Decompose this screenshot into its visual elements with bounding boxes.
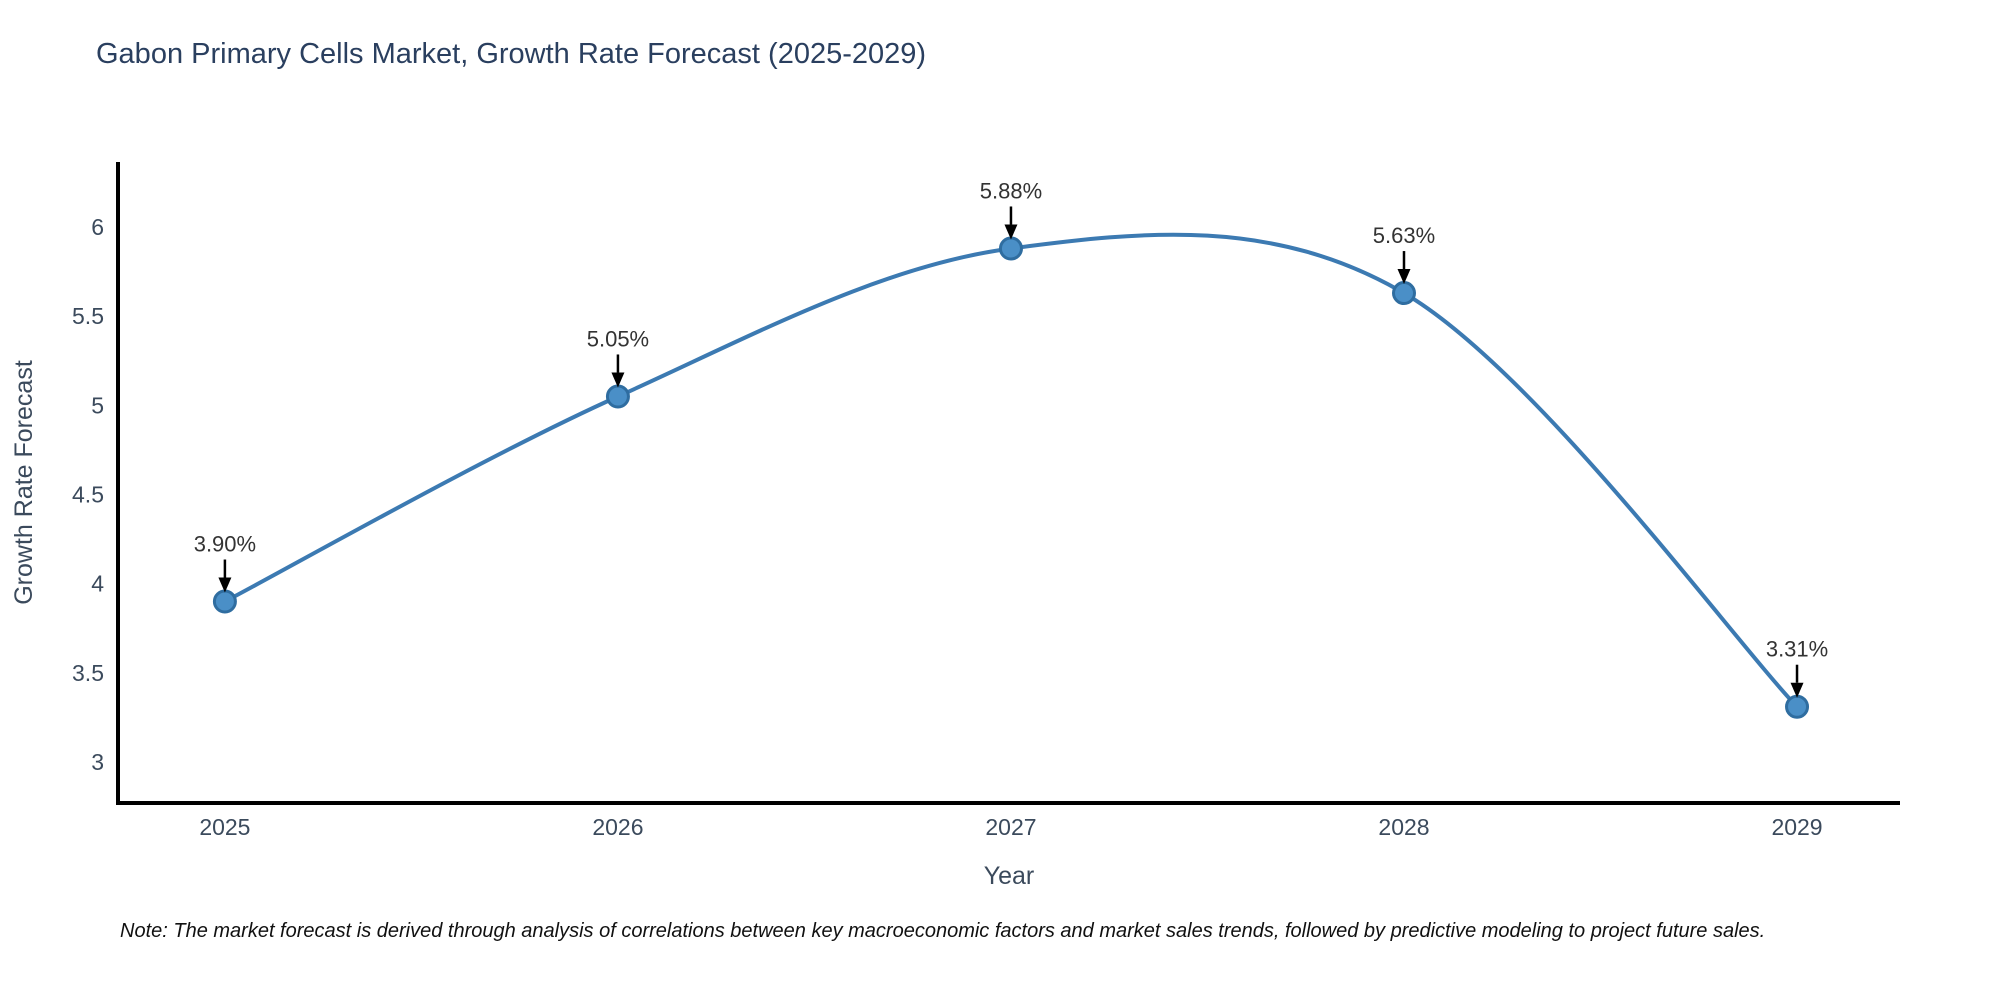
data-label-2025: 3.90% [194,532,256,557]
annotation-arrowhead-icon [611,372,625,388]
data-point-2027 [998,236,1023,261]
annotation-arrowhead-icon [1397,269,1411,285]
chart-title: Gabon Primary Cells Market, Growth Rate … [96,38,927,70]
y-axis-title: Growth Rate Forecast [10,360,38,605]
data-point-2028 [1391,281,1416,306]
annotation-arrowhead-icon [1004,224,1018,240]
x-tick-label: 2026 [592,814,643,840]
annotation-arrowhead-icon [218,577,232,593]
data-label-2029: 3.31% [1766,637,1828,662]
x-tick-label: 2025 [199,814,250,840]
y-tick-label: 3.5 [72,660,104,686]
data-label-2027: 5.88% [980,178,1042,203]
x-axis-title: Year [984,862,1035,890]
data-label-2028: 5.63% [1373,223,1435,248]
data-point-2029 [1785,694,1810,719]
y-tick-label: 4.5 [72,482,104,508]
forecast-spline-line [222,232,1799,709]
x-tick-label: 2027 [985,814,1036,840]
x-tick-label: 2028 [1378,814,1429,840]
y-tick-label: 4 [91,571,104,597]
y-tick-label: 5 [91,392,104,418]
footnote-text: Note: The market forecast is derived thr… [120,920,1766,942]
annotation-arrowhead-icon [1790,682,1804,698]
y-tick-label: 3 [91,749,104,775]
data-point-2026 [605,384,630,409]
y-tick-label: 5.5 [72,303,104,329]
y-tick-label: 6 [91,214,104,240]
data-point-2025 [212,589,237,614]
data-label-2026: 5.05% [587,326,649,351]
x-tick-label: 2029 [1771,814,1822,840]
